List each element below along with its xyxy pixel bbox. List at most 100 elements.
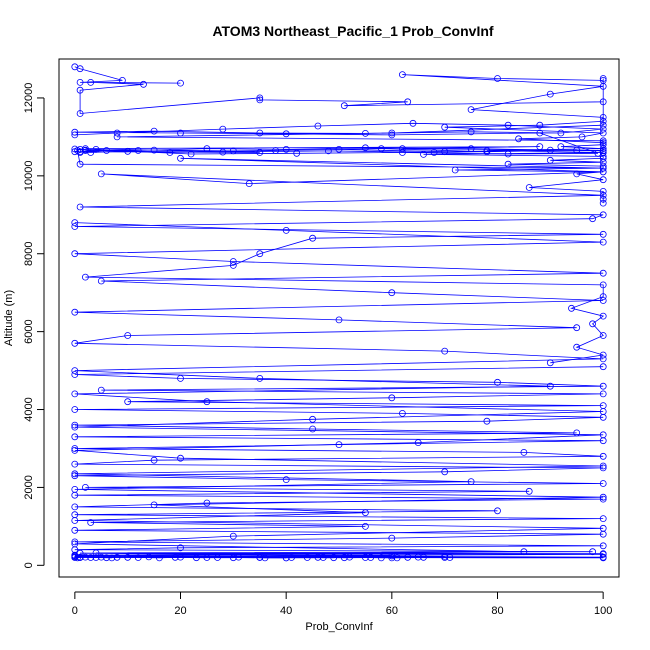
data-point [214, 554, 221, 561]
data-point [282, 145, 290, 153]
data-point [361, 129, 369, 137]
data-point [71, 472, 79, 480]
data-point [388, 554, 396, 562]
data-point [309, 415, 317, 423]
data-point [134, 147, 142, 154]
data-point [467, 478, 475, 486]
data-point [599, 493, 607, 501]
chart-title: ATOM3 Northeast_Pacific_1 Prob_ConvInf [212, 23, 493, 39]
data-point [303, 554, 311, 561]
data-point [441, 554, 449, 561]
data-point [71, 526, 79, 534]
data-point [256, 94, 264, 102]
data-point [599, 168, 607, 176]
x-axis: 0 20 40 60 80 100 [72, 591, 612, 617]
data-point [71, 308, 79, 316]
data-point [219, 148, 227, 156]
data-point [177, 454, 184, 462]
data-point [155, 554, 163, 562]
data-point [272, 147, 280, 154]
data-point [504, 150, 512, 158]
data-point [599, 114, 607, 121]
data-point [71, 554, 79, 561]
y-tick-label: 2000 [23, 475, 35, 499]
data-point [525, 184, 533, 191]
x-tick-label: 60 [386, 605, 398, 617]
data-point [451, 166, 459, 174]
data-point [282, 130, 290, 138]
data-point [340, 102, 348, 110]
data-point [388, 534, 396, 542]
data-point [245, 180, 253, 188]
data-point [404, 98, 412, 106]
data-point [398, 145, 406, 153]
data-point [520, 448, 528, 456]
data-point [124, 332, 132, 339]
data-point [71, 517, 79, 524]
data-point [441, 148, 449, 156]
data-point [282, 226, 290, 234]
series-1 [71, 363, 607, 561]
data-point [71, 460, 79, 468]
data-point [87, 519, 95, 526]
data-point [520, 548, 528, 556]
data-point [536, 121, 544, 129]
data-point [335, 316, 343, 324]
data-point [467, 106, 475, 113]
data-point [150, 456, 158, 464]
data-point [504, 160, 512, 168]
data-point [293, 149, 301, 157]
data-point [150, 501, 158, 509]
data-point [599, 117, 607, 125]
data-point [119, 77, 126, 84]
data-point [414, 439, 422, 447]
data-point [108, 554, 116, 562]
data-point [150, 146, 158, 154]
data-point [398, 409, 406, 417]
x-tick-label: 40 [280, 605, 292, 617]
data-point [71, 433, 79, 441]
x-tick-label: 100 [594, 605, 612, 617]
data-point [76, 65, 84, 73]
data-point [282, 554, 290, 562]
data-point [599, 524, 607, 532]
data-point [599, 211, 607, 219]
data-point [573, 146, 581, 154]
data-point [203, 499, 211, 507]
data-point [309, 234, 317, 242]
data-point [599, 431, 607, 439]
data-point [177, 154, 184, 162]
data-point [177, 79, 184, 87]
data-point [113, 133, 121, 141]
data-point [414, 553, 422, 561]
data-point [113, 553, 121, 561]
data-point [314, 553, 322, 561]
data-point [113, 129, 121, 137]
data-point [494, 507, 501, 515]
data-point [599, 281, 607, 289]
data-point [546, 156, 554, 164]
data-point [546, 382, 554, 390]
data-point [409, 119, 417, 127]
data-point [361, 509, 369, 517]
data-point [82, 483, 89, 491]
data-point [599, 480, 607, 487]
data-point [599, 363, 607, 371]
data-point [599, 297, 607, 304]
data-point [578, 133, 586, 141]
data-point [599, 515, 607, 522]
data-point [330, 554, 338, 562]
data-point [282, 476, 290, 484]
data-point [256, 553, 264, 561]
data-point [377, 145, 385, 153]
data-point [74, 554, 81, 562]
data-point [599, 408, 607, 415]
data-point [219, 125, 227, 133]
data-point [71, 445, 79, 452]
data-point [398, 71, 406, 78]
data-point [398, 149, 406, 156]
data-point [536, 129, 544, 137]
data-point [71, 503, 79, 511]
data-point [71, 223, 79, 230]
data-point [557, 143, 565, 151]
